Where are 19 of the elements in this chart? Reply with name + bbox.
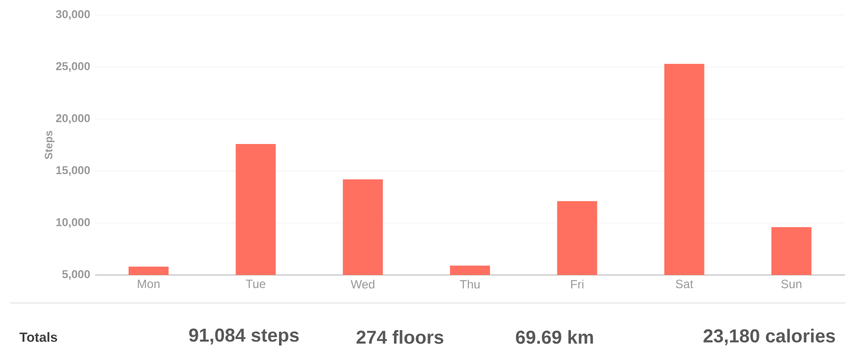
text: 69.69 km bbox=[516, 330, 593, 344]
x-tick-label: Mon bbox=[138, 280, 160, 288]
y-tick-label: 20,000 bbox=[56, 114, 90, 124]
y-tick-label: 5,000 bbox=[62, 270, 90, 280]
x-tick-label: Thu bbox=[460, 280, 480, 289]
text: 23,180 calories bbox=[704, 328, 835, 346]
text: Totals bbox=[20, 332, 58, 342]
y-axis-title: Steps bbox=[44, 130, 54, 160]
x-tick-label: Fri bbox=[571, 280, 584, 288]
y-tick-label: 15,000 bbox=[56, 166, 90, 176]
x-tick-label: Sun bbox=[781, 280, 802, 288]
x-tick-label: Sat bbox=[676, 280, 694, 288]
text: 274 floors bbox=[356, 330, 444, 344]
y-tick-label: 25,000 bbox=[56, 62, 90, 72]
text: 91,084 steps bbox=[189, 328, 299, 346]
x-tick-label: Tue bbox=[246, 280, 266, 288]
x-tick-label: Wed bbox=[350, 280, 374, 289]
y-tick-label: 10,000 bbox=[56, 218, 90, 228]
y-tick-label: 30,000 bbox=[56, 10, 90, 20]
